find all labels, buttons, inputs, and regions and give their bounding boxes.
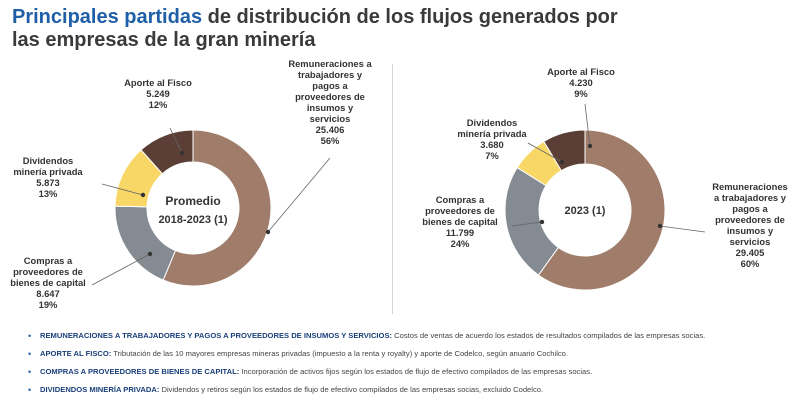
chart-center-title: 2023 (1) xyxy=(565,205,606,217)
note-text: Tributación de las 10 mayores empresas m… xyxy=(111,349,569,358)
leader-dot-div xyxy=(140,192,146,198)
note-text: Incorporación de activos fijos según los… xyxy=(239,367,593,376)
chart-divider xyxy=(392,64,393,314)
leader-dot-div xyxy=(559,159,565,165)
leader-dot-fisco xyxy=(587,143,593,149)
donut-chart-2: Remuneraciones a trabajadores y pagos a pro… xyxy=(422,66,788,291)
note-term: REMUNERACIONES A TRABAJADORES Y PAGOS A … xyxy=(40,331,393,340)
note-item-fisco: • APORTE AL FISCO: Tributación de las 10… xyxy=(28,345,793,363)
leader-dot-rem xyxy=(265,229,271,235)
slice-label-div: Dividendos minería privada 3.680 7% xyxy=(457,117,527,161)
note-item-dividendos: • DIVIDENDOS MINERÍA PRIVADA: Dividendos… xyxy=(28,381,793,399)
leader-dot-comp xyxy=(539,219,545,225)
chart-center-subtitle: 2018-2023 (1) xyxy=(158,214,227,226)
title-highlight: Principales partidas xyxy=(12,6,203,28)
leader-line-div xyxy=(101,183,144,196)
slice-label-rem: Remuneraciones a trabajadores y pagos a pro… xyxy=(288,58,372,146)
slice-label-fisco: Aporte al Fisco 5.249 12% xyxy=(124,77,192,110)
bullet-icon: • xyxy=(28,367,32,377)
note-text: Costos de ventas de acuerdo los estados … xyxy=(392,331,706,340)
slice-fisco xyxy=(543,129,586,172)
slice-label-comp: Compras a proveedores de bienes de capital… xyxy=(422,194,498,249)
leader-line-rem xyxy=(659,225,706,233)
slice-rem xyxy=(537,129,666,291)
note-term: DIVIDENDOS MINERÍA PRIVADA: xyxy=(40,385,160,394)
note-item-remuneraciones: • REMUNERACIONES A TRABAJADORES Y PAGOS … xyxy=(28,327,793,345)
bullet-icon: • xyxy=(28,349,32,359)
note-text: Dividendos y retiros según los estados d… xyxy=(159,385,544,394)
slice-label-fisco: Aporte al Fisco 4.230 9% xyxy=(547,66,615,99)
notes-list: • REMUNERACIONES A TRABAJADORES Y PAGOS … xyxy=(28,327,793,399)
charts-area: Remuneraciones a trabajadores y pagos a pro… xyxy=(10,58,788,310)
leader-dot-comp xyxy=(147,251,153,257)
leader-line-fisco xyxy=(169,127,183,154)
leader-dot-fisco xyxy=(179,150,185,156)
donut-chart-1: Remuneraciones a trabajadores y pagos a pro… xyxy=(10,58,372,310)
slice-label-comp: Compras a proveedores de bienes de capital… xyxy=(10,255,86,310)
title-rest: de distribución de los flujos generados … xyxy=(202,6,618,28)
leader-line-rem xyxy=(267,157,331,233)
slice-label-div: Dividendos minería privada 5.873 13% xyxy=(13,155,83,199)
chart-center-title: Promedio xyxy=(165,194,220,208)
leader-line-fisco xyxy=(584,103,591,147)
bullet-icon: • xyxy=(28,385,32,395)
leader-line-comp xyxy=(511,221,543,227)
note-item-compras: • COMPRAS A PROVEEDORES DE BIENES DE CAP… xyxy=(28,363,793,381)
leader-dot-rem xyxy=(657,223,663,229)
bullet-icon: • xyxy=(28,331,32,341)
slice-fisco xyxy=(140,129,194,175)
note-term: COMPRAS A PROVEEDORES DE BIENES DE CAPIT… xyxy=(40,367,240,376)
title-line2: las empresas de la gran minería xyxy=(12,29,316,51)
leader-line-div xyxy=(527,142,563,163)
note-term: APORTE AL FISCO: xyxy=(40,349,112,358)
slice-label-rem: Remuneraciones a trabajadores y pagos a pro… xyxy=(712,181,788,269)
slice-rem xyxy=(162,129,272,287)
page-title: Principales partidas de distribución de … xyxy=(12,6,772,52)
leader-line-comp xyxy=(91,253,151,286)
slice-comp xyxy=(504,166,559,276)
